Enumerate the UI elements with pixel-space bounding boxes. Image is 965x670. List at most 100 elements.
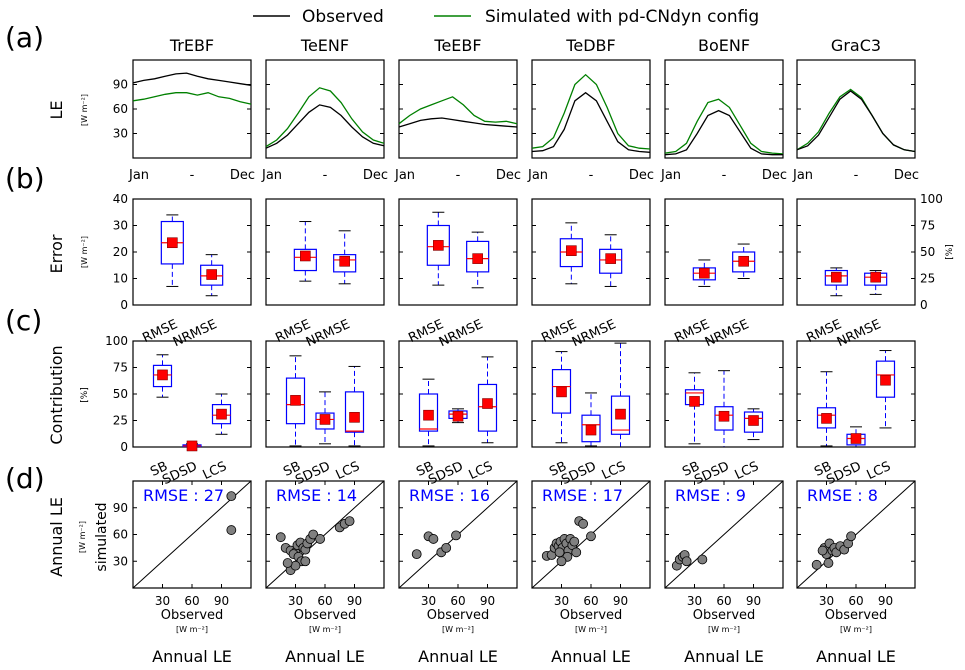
row-c-ytick-label: 100 bbox=[105, 334, 128, 348]
row-d-xtick-label: 30 bbox=[687, 594, 702, 608]
scatter-point bbox=[817, 545, 828, 556]
row-d-xtick-label: 60 bbox=[184, 594, 199, 608]
row-b-right-ytick-label: 75 bbox=[920, 219, 935, 233]
box-mean-marker bbox=[605, 253, 616, 264]
row-d-ytick-label: 60 bbox=[113, 528, 128, 542]
observed-line bbox=[664, 109, 783, 156]
panel-label-d: (d) bbox=[5, 462, 45, 495]
footer-label: Annual LE bbox=[816, 647, 896, 666]
box-category-label: SDSD bbox=[692, 459, 731, 488]
row-a-xtick-label: Dec bbox=[496, 168, 521, 183]
scatter-point bbox=[226, 491, 237, 502]
row-b-right-ytick-label: 0 bbox=[920, 298, 928, 312]
row-a-ytick-label: 60 bbox=[113, 102, 128, 116]
box-mean-marker bbox=[167, 237, 178, 249]
box-category-label: NRMSE bbox=[570, 317, 618, 350]
row-a-xtick-label: - bbox=[589, 168, 594, 183]
box-category-label: SB bbox=[812, 459, 834, 480]
box-category-label: SDSD bbox=[293, 459, 332, 488]
box-iqr bbox=[732, 251, 756, 273]
row-a-xtick-label: Jan bbox=[527, 168, 548, 183]
simulated-line bbox=[398, 96, 518, 125]
pft-title: TeEBF bbox=[433, 36, 481, 55]
panel-label-a: (a) bbox=[5, 21, 44, 54]
one-to-one-line bbox=[664, 480, 784, 589]
box-mean-marker bbox=[423, 409, 434, 421]
row-d-ytick-label: 30 bbox=[113, 554, 128, 568]
pft-title: BoENF bbox=[698, 36, 750, 55]
row-c-ytick-label: 50 bbox=[113, 387, 128, 401]
row-a-xtick-label: - bbox=[190, 168, 195, 183]
box-category-label: LCS bbox=[600, 459, 629, 483]
scatter-point bbox=[556, 556, 567, 567]
scatter-point bbox=[441, 542, 452, 553]
row-a-xtick-label: - bbox=[722, 168, 727, 183]
simulated-line bbox=[796, 88, 916, 153]
observed-line bbox=[132, 72, 252, 86]
footer-label: Annual LE bbox=[418, 647, 498, 666]
row-d-xtick-label: 30 bbox=[288, 594, 303, 608]
one-to-one-line bbox=[265, 480, 385, 589]
box-category-label: NRMSE bbox=[703, 317, 751, 350]
row-d-xtick-label: 30 bbox=[819, 594, 834, 608]
row-d-xtick-label: 90 bbox=[214, 594, 229, 608]
row-d-xtick-label: 60 bbox=[848, 594, 863, 608]
row-a-xtick-label: Jan bbox=[394, 168, 415, 183]
box-category-label: LCS bbox=[467, 459, 496, 483]
box-category-label: NRMSE bbox=[171, 317, 219, 350]
row-d-xtick-label: 60 bbox=[716, 594, 731, 608]
simulated-line bbox=[265, 87, 385, 148]
row-c-panel-frame bbox=[398, 340, 518, 448]
box-category-label: SDSD bbox=[824, 459, 863, 488]
footer-label: Annual LE bbox=[551, 647, 631, 666]
row-b-ylabel: Error bbox=[47, 234, 66, 273]
row-d-scatter-panels: 30 30 60 60 90 90 RMSE : 27 Observed [W m⁻²] Annu… bbox=[113, 480, 916, 666]
simulated-line bbox=[531, 73, 651, 150]
box-mean-marker bbox=[821, 413, 832, 424]
box-category-label: SDSD bbox=[559, 459, 598, 488]
box-mean-marker bbox=[482, 398, 493, 409]
footer-label: Annual LE bbox=[152, 647, 232, 666]
box-mean-marker bbox=[206, 269, 217, 280]
scatter-point bbox=[569, 536, 580, 547]
row-b-right-ytick-label: 25 bbox=[920, 272, 935, 286]
row-a-panel-frame bbox=[531, 59, 651, 159]
scatter-point bbox=[428, 534, 439, 544]
box-mean-marker bbox=[870, 271, 881, 283]
box-category-label: SDSD bbox=[160, 459, 199, 488]
row-d-xlabel: Observed bbox=[294, 608, 357, 623]
legend-simulated-label: Simulated with pd-CNdyn config bbox=[485, 7, 759, 27]
pft-title: TrEBF bbox=[169, 36, 214, 55]
scatter-point bbox=[226, 525, 237, 535]
box-iqr bbox=[211, 404, 232, 425]
pft-titles: TrEBF TeENF TeEBF TeDBF BoENF GraC3 bbox=[169, 36, 881, 55]
legend: Observed Simulated with pd-CNdyn config bbox=[253, 7, 759, 27]
box-category-label: SB bbox=[148, 459, 170, 480]
box-iqr bbox=[418, 393, 439, 432]
box-mean-marker bbox=[319, 414, 331, 425]
row-a-ylabel: LE bbox=[47, 100, 66, 119]
row-b-ytick-label: 40 bbox=[113, 192, 128, 206]
row-d-xtick-label: 90 bbox=[613, 594, 628, 608]
box-category-label: NRMSE bbox=[437, 317, 485, 350]
box-iqr bbox=[315, 412, 335, 430]
scatter-point bbox=[823, 558, 834, 568]
scatter-point bbox=[578, 518, 589, 529]
row-a-xtick-label: - bbox=[456, 168, 461, 183]
row-d-xtick-label: 30 bbox=[554, 594, 569, 608]
row-c-yunit: [%] bbox=[80, 387, 90, 403]
row-a-ytick-label: 90 bbox=[113, 78, 128, 92]
box-mean-marker bbox=[748, 415, 759, 426]
observed-line bbox=[531, 91, 651, 153]
box-mean-marker bbox=[216, 408, 227, 420]
row-b-panel-frame bbox=[664, 198, 784, 306]
row-a-xtick-label: Dec bbox=[230, 168, 255, 183]
row-b-yunit: [W m⁻²] bbox=[80, 236, 89, 268]
scatter-point bbox=[846, 531, 856, 542]
box-iqr bbox=[581, 414, 601, 443]
box-mean-marker bbox=[339, 255, 350, 267]
row-a-xtick-label: Dec bbox=[762, 168, 787, 183]
scatter-point bbox=[308, 529, 319, 540]
